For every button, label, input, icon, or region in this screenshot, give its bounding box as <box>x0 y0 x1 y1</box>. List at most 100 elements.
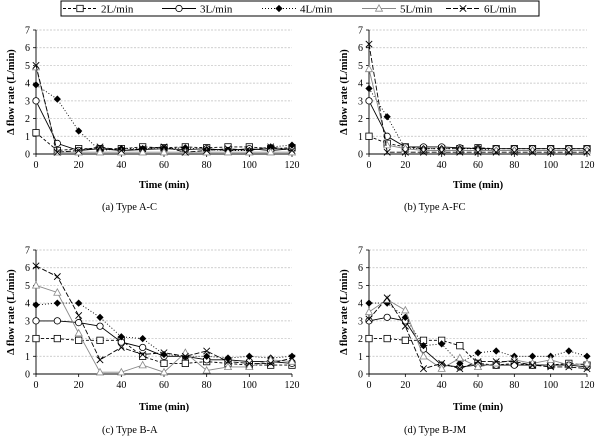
y-tick-label: 7 <box>25 246 30 257</box>
data-point <box>528 352 537 360</box>
chart-panel-2: 0 1 2 3 4 5 6 7 0 20 40 60 80 100 120 Time (min) Δ flow … <box>339 26 595 214</box>
data-point <box>365 84 373 93</box>
data-point <box>53 317 61 325</box>
data-point <box>75 319 83 327</box>
data-point <box>223 147 233 156</box>
x-tick-label: 100 <box>242 160 257 171</box>
data-point-stroke-b <box>438 359 446 367</box>
data-point <box>288 146 296 154</box>
data-point <box>365 299 373 307</box>
data-point <box>53 334 61 343</box>
y-tick-label: 1 <box>358 352 363 363</box>
x-tick-label: 60 <box>159 160 169 171</box>
data-point <box>492 358 500 366</box>
data-point-stroke-b <box>288 354 296 362</box>
data-point <box>224 358 232 366</box>
series-4 <box>31 62 297 156</box>
data-point-stroke-b <box>96 143 104 151</box>
data-point <box>139 352 147 360</box>
x-tick-label: 80 <box>202 380 212 391</box>
data-point <box>288 354 296 362</box>
data-point <box>53 287 62 296</box>
x-tick-label: 40 <box>116 380 126 391</box>
panel-caption: (b) Type A-FC <box>404 202 466 213</box>
data-point <box>53 299 61 307</box>
data-point <box>547 363 555 371</box>
chart-panel-3: 0 1 2 3 4 5 6 7 0 20 40 60 80 100 120 Time (min) Δ flow … <box>6 246 300 437</box>
data-point <box>401 144 410 152</box>
x-tick-label: 20 <box>400 160 410 171</box>
data-point <box>203 352 211 360</box>
data-point <box>383 313 391 321</box>
data-point-stroke-b <box>224 358 232 366</box>
series-5 <box>365 40 591 156</box>
series-line <box>368 316 588 368</box>
data-point <box>383 148 391 156</box>
data-point <box>96 322 104 330</box>
data-point-stroke-b <box>547 148 555 156</box>
series-5 <box>32 61 296 156</box>
data-point <box>364 64 374 73</box>
legend-label: 3L/min <box>200 4 233 16</box>
x-tick-label: 120 <box>285 160 300 171</box>
series-line <box>368 68 587 151</box>
data-point <box>96 313 104 321</box>
data-point <box>565 363 573 371</box>
data-point-stroke-b <box>117 343 125 351</box>
data-point <box>438 359 446 367</box>
data-point-stroke-b <box>528 361 537 369</box>
legend-label: 5L/min <box>400 4 433 16</box>
x-tick-label: 100 <box>543 160 558 171</box>
series-4 <box>31 280 297 376</box>
data-point <box>546 355 555 363</box>
data-point-stroke-b <box>160 349 168 357</box>
data-point-stroke-b <box>245 359 253 367</box>
data-point <box>383 334 391 343</box>
data-point-stroke-b <box>117 146 125 154</box>
data-point-stroke-b <box>203 347 211 355</box>
data-point <box>473 362 483 371</box>
data-point <box>547 148 555 156</box>
y-tick-label: 0 <box>358 370 363 381</box>
legend-label: 4L/min <box>300 4 333 16</box>
data-point <box>181 348 190 356</box>
data-point <box>32 81 40 89</box>
data-point <box>437 364 446 372</box>
x-axis-label: Time (min) <box>453 402 504 413</box>
y-tick-label: 0 <box>358 150 363 161</box>
data-point <box>510 148 518 156</box>
data-point <box>383 113 391 121</box>
data-point-stroke-b <box>456 148 464 156</box>
data-point <box>582 358 592 367</box>
y-tick-label: 7 <box>25 26 30 37</box>
data-point-stroke-b <box>139 145 147 153</box>
legend-marker <box>275 4 283 13</box>
data-point-stroke-b <box>510 358 518 366</box>
data-point <box>53 273 61 281</box>
series-line <box>35 67 292 153</box>
y-tick-label: 5 <box>25 281 30 292</box>
data-point <box>181 148 189 156</box>
series-5 <box>32 262 296 367</box>
chart-panel-4: 0 1 2 3 4 5 6 7 0 20 40 60 80 100 120 Time (min) Δ flow … <box>339 246 595 437</box>
data-point-stroke-b <box>510 148 518 156</box>
data-point <box>438 340 446 348</box>
data-point <box>224 145 232 153</box>
data-point <box>138 360 147 369</box>
data-point <box>32 262 40 270</box>
legend-item-5: 6L/min <box>446 4 517 16</box>
x-tick-label: 80 <box>509 380 519 391</box>
data-point <box>419 342 428 350</box>
data-point <box>160 143 168 151</box>
data-point <box>32 61 40 69</box>
data-point <box>117 367 126 376</box>
x-tick-label: 0 <box>367 380 372 391</box>
data-point <box>31 280 41 289</box>
data-point <box>202 365 211 374</box>
panel-caption: (a) Type A-C <box>102 202 157 213</box>
data-point <box>75 312 83 320</box>
legend-box <box>60 0 540 17</box>
y-tick-label: 5 <box>358 281 363 292</box>
